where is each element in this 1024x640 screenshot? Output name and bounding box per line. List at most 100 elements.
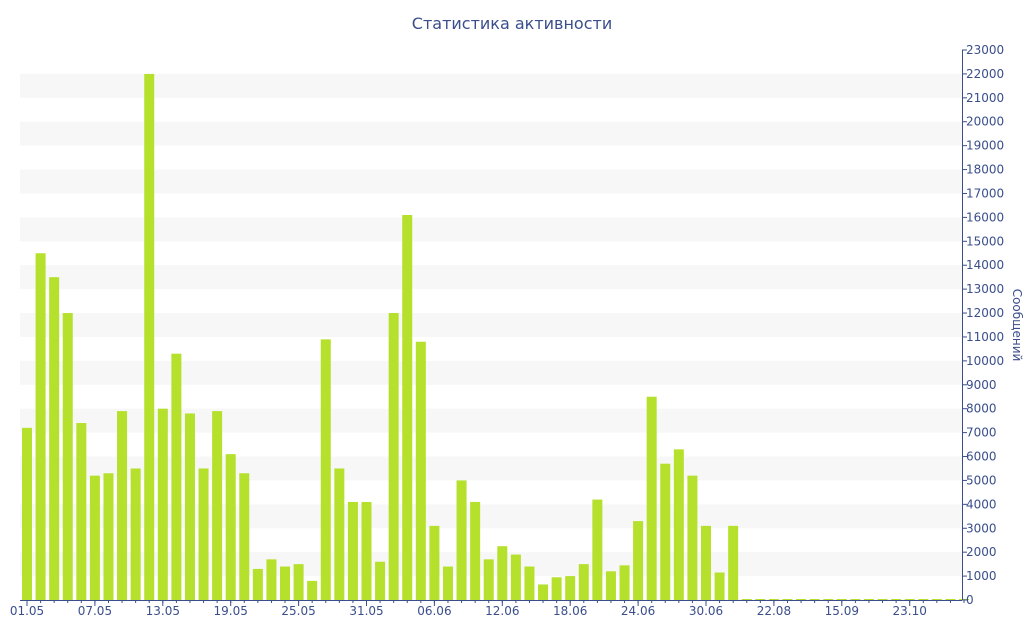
y-tick-label: 14000 xyxy=(966,258,1004,272)
bar xyxy=(76,423,87,600)
bar xyxy=(89,475,100,600)
bar xyxy=(755,599,766,600)
bar xyxy=(741,599,752,600)
bar xyxy=(334,468,345,600)
bar xyxy=(266,559,277,600)
x-tick-label: 07.05 xyxy=(78,604,112,618)
y-tick-label: 13000 xyxy=(966,282,1004,296)
bar xyxy=(239,473,250,600)
bar xyxy=(768,599,779,600)
grid-band xyxy=(20,265,962,290)
bar xyxy=(171,353,182,600)
y-tick-label: 18000 xyxy=(966,163,1004,177)
grid-band xyxy=(20,408,962,433)
grid-band xyxy=(20,313,962,337)
x-tick-label: 25.05 xyxy=(281,604,315,618)
bar xyxy=(483,559,494,600)
bar xyxy=(660,463,671,600)
bar xyxy=(293,564,304,600)
x-tick-label: 22.08 xyxy=(757,604,791,618)
bar xyxy=(592,499,603,600)
y-axis: 0 1000 2000 3000 4000 5000 6000 7000 8000 9000 100… xyxy=(962,43,1004,607)
bar xyxy=(796,599,807,600)
bar xyxy=(198,468,209,600)
bar xyxy=(130,468,141,600)
bar xyxy=(524,566,535,600)
y-tick-label: 8000 xyxy=(966,402,997,416)
bar xyxy=(307,580,318,600)
bar xyxy=(836,599,847,600)
bar xyxy=(510,554,521,600)
bar xyxy=(429,525,440,600)
grid-band xyxy=(20,360,962,385)
x-tick-label: 31.05 xyxy=(349,604,383,618)
bar xyxy=(225,454,236,600)
y-tick-label: 19000 xyxy=(966,139,1004,153)
y-tick-label: 16000 xyxy=(966,210,1004,224)
bars xyxy=(22,73,970,600)
bar xyxy=(578,564,589,600)
bar xyxy=(850,599,861,600)
bar xyxy=(347,501,358,600)
bar xyxy=(388,313,399,600)
y-tick-label: 0 xyxy=(966,593,974,607)
x-tick-label: 19.05 xyxy=(214,604,248,618)
bar xyxy=(863,599,874,600)
bar xyxy=(538,584,549,600)
bar xyxy=(904,599,915,600)
bar xyxy=(35,253,46,600)
bar xyxy=(673,449,684,600)
y-tick-label: 5000 xyxy=(966,473,997,487)
bar xyxy=(728,525,739,600)
bar xyxy=(891,599,902,600)
bar xyxy=(62,313,73,600)
bar xyxy=(117,411,128,600)
grid-band xyxy=(20,217,962,242)
bar xyxy=(144,73,155,600)
bar xyxy=(402,215,413,600)
bar xyxy=(619,565,630,600)
grid-band xyxy=(20,169,962,194)
bar xyxy=(918,599,929,600)
grid-band xyxy=(20,504,962,529)
x-tick-label: 06.06 xyxy=(417,604,451,618)
x-tick-label: 13.05 xyxy=(146,604,180,618)
bar xyxy=(633,521,644,600)
x-tick-label: 01.05 xyxy=(10,604,44,618)
bar xyxy=(442,566,453,600)
bar xyxy=(605,571,616,600)
bar xyxy=(714,572,725,600)
bar xyxy=(809,599,820,600)
chart-title: Статистика активности xyxy=(411,14,613,33)
x-axis: 01.05 07.05 13.05 19.05 25.05 31.05 06.06 12.06… xyxy=(10,600,965,618)
bar xyxy=(22,427,32,600)
y-tick-label: 22000 xyxy=(966,67,1004,81)
grid-bands xyxy=(20,73,962,577)
bar xyxy=(565,576,576,600)
bar xyxy=(375,561,386,600)
y-axis-title: Сообщений xyxy=(1010,289,1024,362)
bar xyxy=(877,599,888,600)
x-tick-label: 24.06 xyxy=(621,604,655,618)
grid-band xyxy=(20,456,962,481)
bar xyxy=(361,501,372,600)
x-tick-label: 23.10 xyxy=(893,604,927,618)
y-tick-label: 12000 xyxy=(966,306,1004,320)
y-tick-label: 17000 xyxy=(966,186,1004,200)
bar xyxy=(252,568,263,600)
bar xyxy=(823,599,834,600)
y-tick-label: 23000 xyxy=(966,43,1004,57)
y-tick-label: 3000 xyxy=(966,521,997,535)
y-tick-label: 6000 xyxy=(966,450,997,464)
y-tick-label: 15000 xyxy=(966,234,1004,248)
bar xyxy=(687,475,698,600)
bar xyxy=(782,599,793,600)
bar xyxy=(280,566,291,600)
y-tick-label: 20000 xyxy=(966,115,1004,129)
y-tick-label: 21000 xyxy=(966,91,1004,105)
grid-band xyxy=(20,121,962,146)
y-tick-label: 11000 xyxy=(966,330,1004,344)
bar xyxy=(931,599,942,600)
